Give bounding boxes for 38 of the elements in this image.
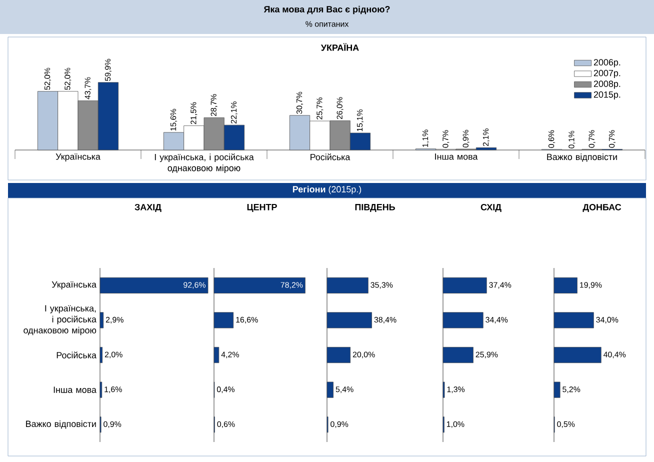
y-tick-label: Інша мова [54,386,96,393]
bar [326,277,368,294]
bar [554,382,560,398]
chart-title: ПІВДЕНЬ [355,204,395,212]
x-tick-label: Російська [310,154,350,160]
x-tick-label: І українська, і російська однаковою мірою [154,154,254,173]
bar [442,346,474,364]
bar [554,346,602,364]
bar [214,346,220,364]
chart-title: ДОНБАС [582,204,622,212]
x-tick-label: Інша мова [435,154,478,160]
chart-title: ЦЕНТР [247,204,277,212]
text: УКРАЇНА [320,43,359,51]
bar [326,312,372,328]
legend-label: 2008р. [594,80,620,89]
bar [100,277,208,294]
bar [100,346,103,364]
text: Регіони (2015р.) [292,186,362,194]
x-tick-label: Важко відповісти [547,154,617,162]
bar [554,277,578,294]
y-tick-label: І українська, і російська однаковою мірою [24,305,96,336]
legend-label: 2007р. [594,70,620,78]
chart-title: СХІД [480,204,502,212]
bar [326,346,351,364]
bar [326,382,334,398]
y-tick-label: Важко відповісти [26,420,96,429]
bar [442,312,484,328]
chart-title: ЗАХІД [134,204,162,212]
y-tick-label: Українська [52,281,96,290]
bar [214,277,306,294]
chart-title: Яка мова для Вас є рідною? [264,6,390,14]
legend-label: 2006р. [594,59,620,68]
y-tick-label: Російська [56,352,96,358]
bar [442,277,487,294]
legend-label: 2015р. [594,91,620,100]
bar [214,312,234,328]
bar [100,312,104,328]
bar [554,312,594,328]
